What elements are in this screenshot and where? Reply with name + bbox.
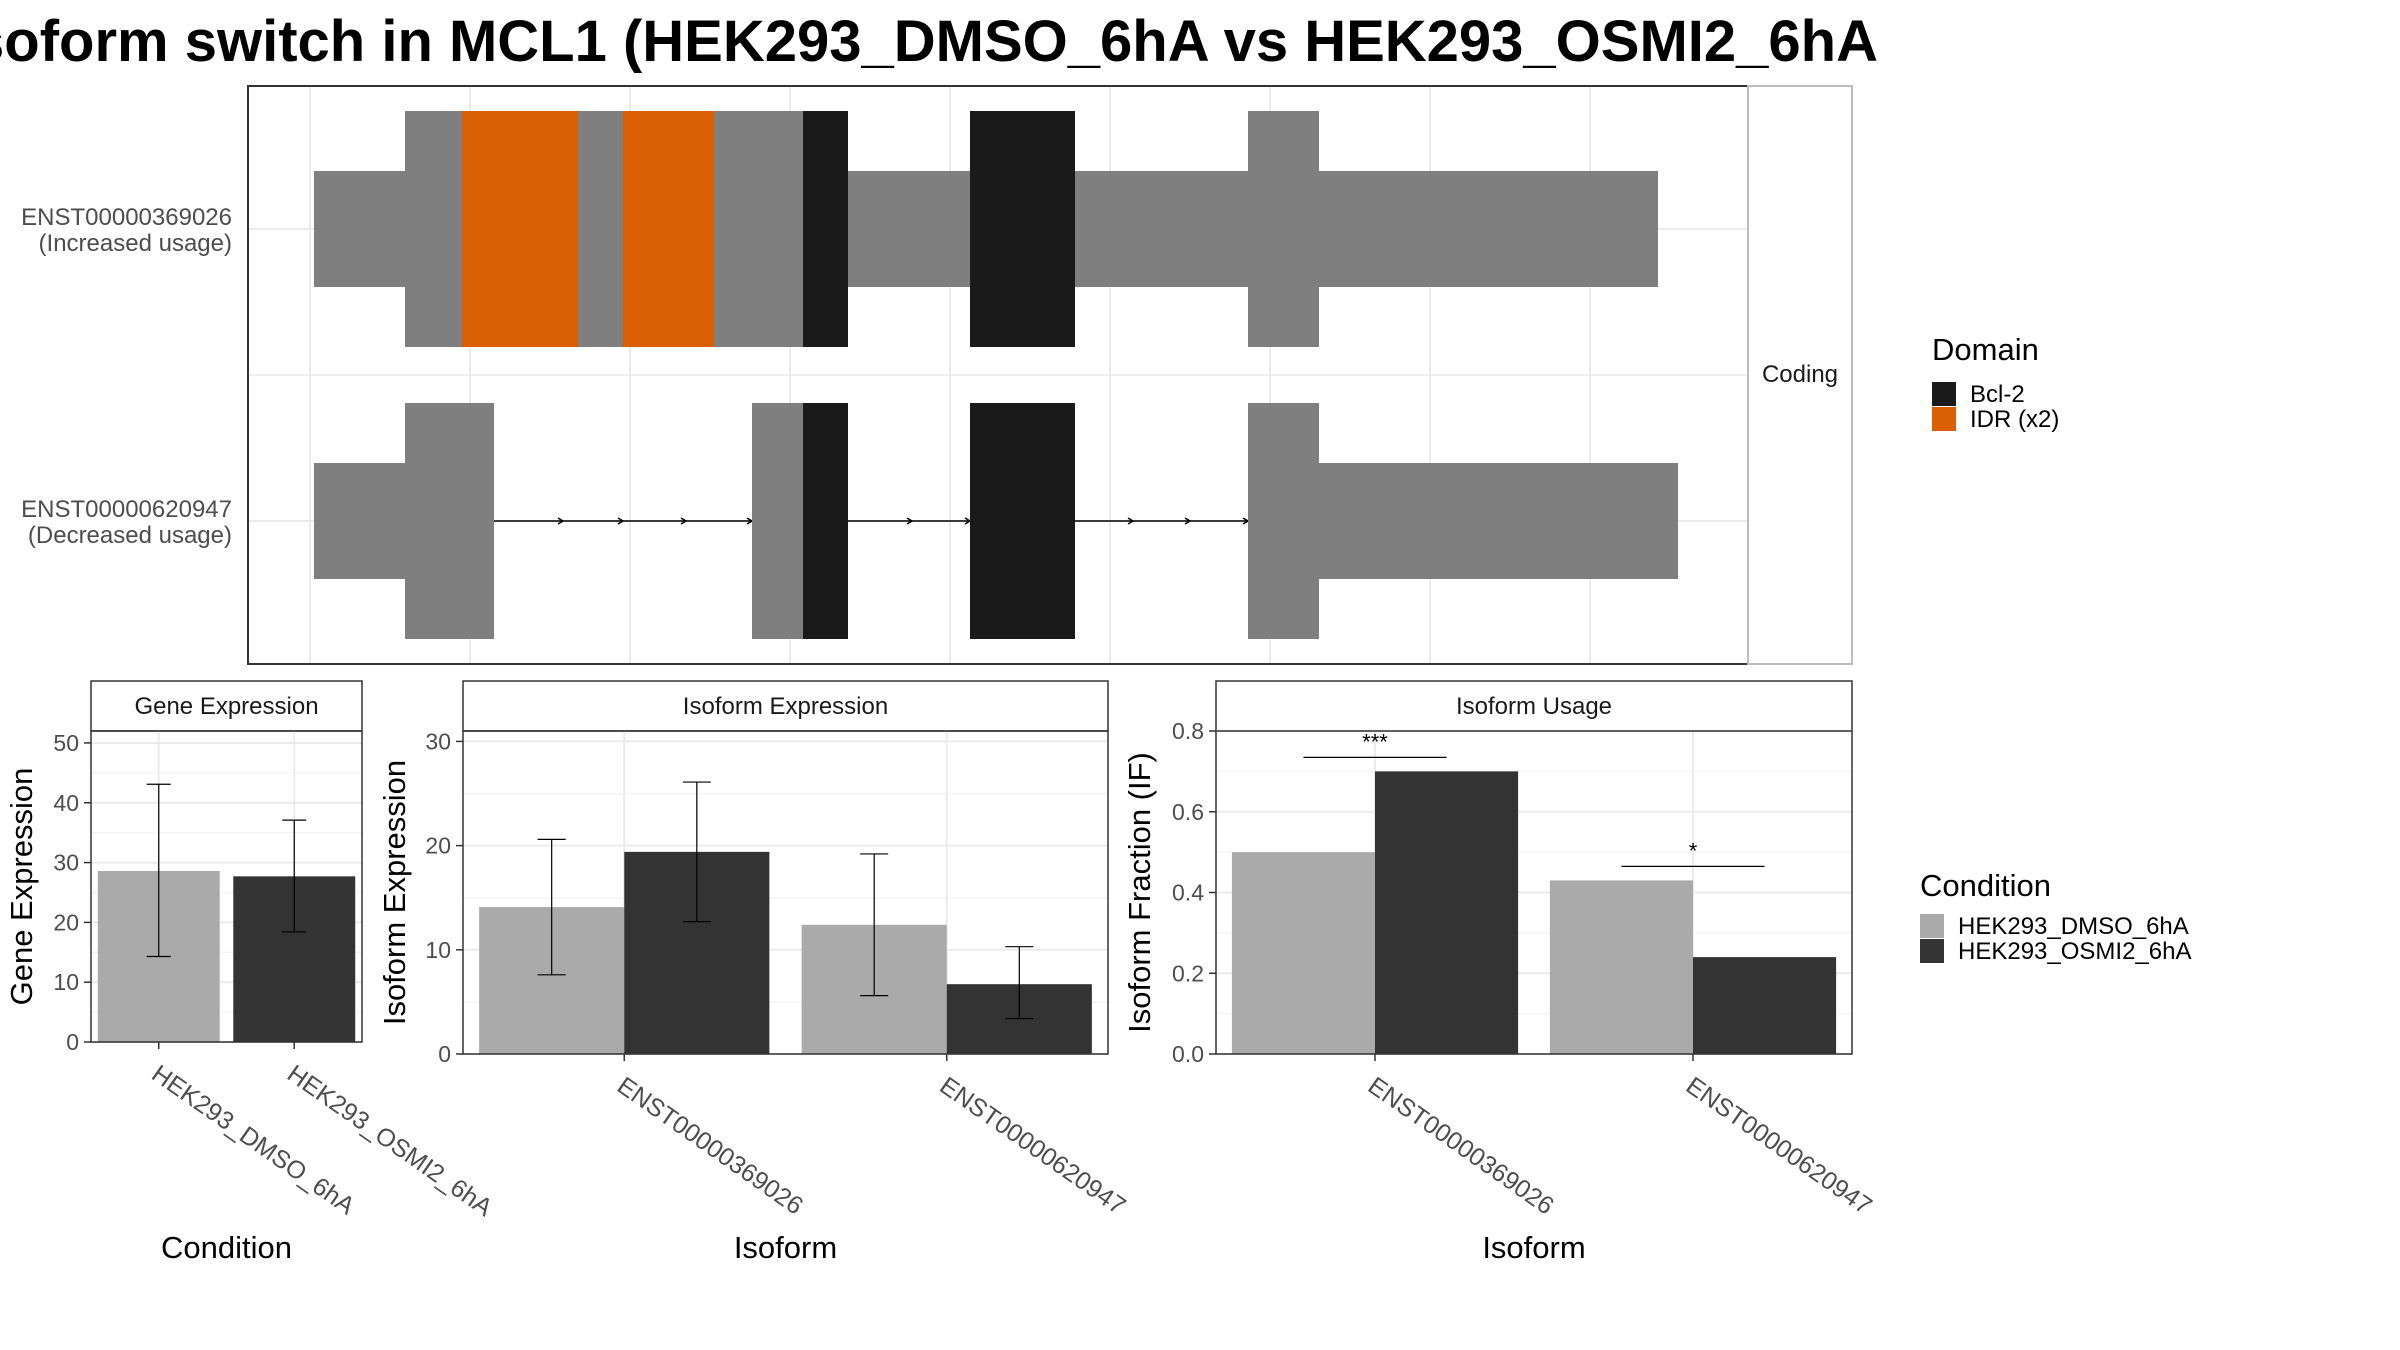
y-axis-title: Isoform Fraction (IF)	[1122, 752, 1157, 1033]
y-tick-label: 20	[425, 833, 451, 859]
x-tick-label: ENST00000369026	[1363, 1072, 1559, 1221]
y-tick-label: 20	[53, 909, 79, 935]
panel-strip	[90, 680, 363, 732]
x-tick-label: ENST00000620947	[935, 1072, 1131, 1221]
domain-legend-key	[1932, 382, 1956, 406]
utr-block	[1248, 463, 1678, 579]
y-tick-label: 50	[53, 730, 79, 756]
panel-strip-title: Isoform Expression	[683, 693, 888, 720]
transcript-id-label: ENST00000369026	[21, 204, 232, 231]
transcript-usage-label: (Increased usage)	[39, 230, 232, 257]
x-axis-title: Isoform	[1482, 1230, 1585, 1265]
panel-border	[90, 730, 363, 1043]
y-tick-label: 0.0	[1172, 1041, 1204, 1067]
condition-legend-label: HEK293_DMSO_6hA	[1958, 913, 2189, 940]
y-tick-label: 40	[53, 790, 79, 816]
figure-title: he isoform switch in MCL1 (HEK293_DMSO_6…	[0, 9, 1878, 74]
y-tick-label: 10	[53, 969, 79, 995]
x-tick-label: ENST00000620947	[1681, 1072, 1877, 1221]
transcript-id-label: ENST00000620947	[21, 496, 232, 523]
bar	[1375, 771, 1519, 1054]
significance-label: ***	[1362, 729, 1388, 754]
x-axis-title: Condition	[161, 1230, 292, 1265]
domain-legend-label: IDR (x2)	[1970, 406, 2059, 433]
condition-legend-key	[1920, 914, 1944, 938]
intron-arrow	[680, 517, 688, 525]
intron-arrow	[906, 517, 914, 525]
domain-legend-label: Bcl-2	[1970, 381, 2025, 408]
significance-label: *	[1689, 838, 1698, 863]
intron-arrow	[617, 517, 625, 525]
panel-strip-title: Gene Expression	[134, 693, 318, 720]
cds-block	[1248, 111, 1319, 347]
cds-block	[405, 403, 494, 639]
intron-arrow	[1127, 517, 1135, 525]
panel-strip	[1215, 680, 1853, 732]
y-axis-title: Gene Expression	[4, 768, 39, 1006]
facet-label-coding: Coding	[1762, 361, 1838, 388]
bcl2-domain	[970, 111, 1075, 347]
domain-legend-key	[1932, 407, 1956, 431]
transcript-usage-label: (Decreased usage)	[28, 522, 232, 549]
y-tick-label: 30	[425, 728, 451, 754]
x-tick-label: ENST00000369026	[612, 1072, 808, 1221]
condition-legend-key	[1920, 939, 1944, 963]
panel-strip	[462, 680, 1109, 732]
y-tick-label: 0.6	[1172, 799, 1204, 825]
y-tick-label: 0.4	[1172, 880, 1204, 906]
bcl2-domain	[803, 111, 848, 347]
y-tick-label: 0	[66, 1029, 79, 1055]
intron-arrow	[557, 517, 565, 525]
bar	[1693, 957, 1837, 1054]
intron-arrow	[1184, 517, 1192, 525]
y-axis-title: Isoform Expression	[377, 760, 412, 1025]
x-axis-title: Isoform	[734, 1230, 837, 1265]
y-tick-label: 0.8	[1172, 718, 1204, 744]
idr-domain	[623, 111, 714, 347]
y-tick-label: 30	[53, 850, 79, 876]
bar	[1549, 880, 1693, 1054]
idr-domain	[462, 111, 578, 347]
facet-strip	[1747, 85, 1853, 665]
y-tick-label: 0.2	[1172, 960, 1204, 986]
panel-border	[462, 730, 1109, 1055]
bar	[1231, 852, 1375, 1054]
domain-legend-title: Domain	[1932, 332, 2039, 367]
bcl2-domain	[970, 403, 1075, 639]
condition-legend-label: HEK293_OSMI2_6hA	[1958, 938, 2191, 965]
y-tick-label: 10	[425, 937, 451, 963]
bcl2-domain	[803, 403, 848, 639]
condition-legend-title: Condition	[1920, 868, 2051, 903]
panel-strip-title: Isoform Usage	[1456, 693, 1612, 720]
y-tick-label: 0	[438, 1041, 451, 1067]
